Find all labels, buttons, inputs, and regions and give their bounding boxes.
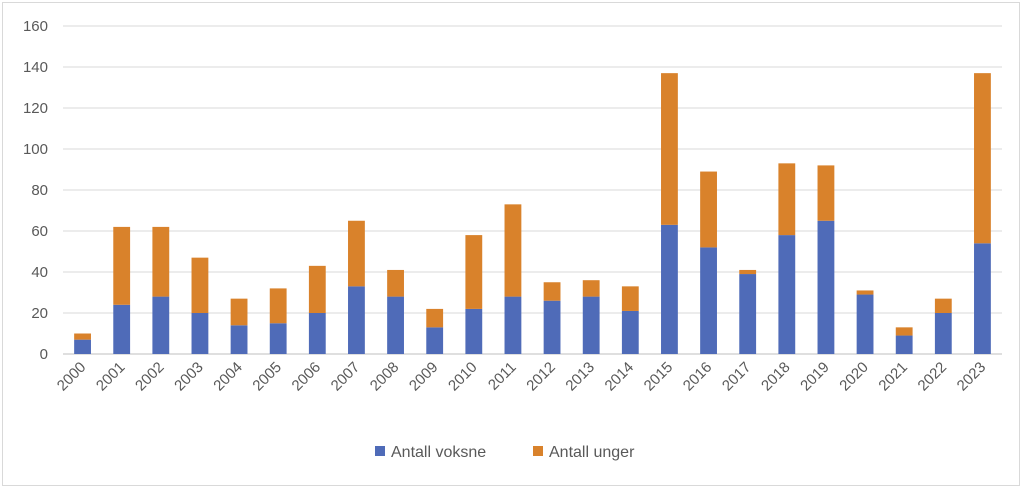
x-axis-ticks: 2000 2001 2002 2003 2004 2005 2006 2007 2008 2009…	[54, 359, 989, 395]
bar-2002-voksne	[152, 296, 170, 354]
y-tick-label-100: 100	[23, 141, 48, 158]
x-tick-label-2013: 2013	[562, 359, 598, 395]
bar-2020-unger	[856, 290, 874, 295]
x-tick-label-2001: 2001	[93, 359, 129, 395]
x-tick-label-2023: 2023	[954, 359, 990, 395]
legend-swatch-antall-voksne	[375, 446, 385, 456]
x-tick-label-2016: 2016	[680, 359, 716, 395]
bar-2009-voksne	[426, 327, 444, 354]
bar-2018-unger	[778, 163, 796, 236]
y-tick-label-140: 140	[23, 59, 48, 76]
x-tick-label-2000: 2000	[54, 359, 90, 395]
bar-2014-unger	[621, 286, 639, 311]
bar-2022-voksne	[934, 313, 952, 354]
bar-2007-unger	[348, 220, 365, 287]
legend-label-antall-unger: Antall unger	[549, 444, 635, 461]
legend-label-antall-voksne: Antall voksne	[391, 444, 486, 461]
bar-2019-unger	[817, 165, 835, 221]
bar-2011-voksne	[504, 296, 522, 354]
bar-2006-voksne	[308, 313, 326, 354]
bar-2009-unger	[426, 308, 444, 328]
legend: Antall voksne Antall unger	[375, 444, 635, 461]
x-tick-label-2018: 2018	[758, 359, 794, 395]
x-tick-label-2014: 2014	[602, 359, 638, 395]
bar-2013-unger	[582, 280, 600, 297]
bar-2010-voksne	[465, 308, 483, 354]
bar-2001-unger	[113, 226, 131, 305]
x-tick-label-2020: 2020	[836, 359, 872, 395]
bar-2007-voksne	[348, 286, 365, 354]
bar-2018-voksne	[778, 235, 796, 354]
bar-2004-unger	[230, 298, 248, 326]
bar-2003-unger	[191, 257, 209, 313]
y-tick-label-0: 0	[40, 346, 48, 363]
y-tick-label-160: 160	[23, 18, 48, 35]
y-tick-label-40: 40	[31, 264, 48, 281]
bar-2016-voksne	[700, 247, 717, 354]
x-tick-label-2012: 2012	[523, 359, 559, 395]
bar-2004-voksne	[230, 325, 248, 354]
x-tick-label-2009: 2009	[406, 359, 442, 395]
bar-2013-voksne	[582, 296, 600, 354]
x-tick-label-2021: 2021	[875, 359, 911, 395]
x-tick-label-2007: 2007	[328, 359, 364, 395]
bar-2006-unger	[308, 265, 326, 313]
x-tick-label-2011: 2011	[485, 359, 520, 394]
bar-2015-unger	[661, 73, 678, 225]
bar-2000-unger	[74, 333, 91, 340]
bar-2008-voksne	[387, 296, 404, 354]
bar-2019-voksne	[817, 220, 835, 354]
bar-2017-voksne	[739, 274, 757, 354]
bar-2015-voksne	[661, 224, 678, 354]
bar-2020-voksne	[856, 294, 874, 354]
x-tick-label-2022: 2022	[915, 359, 951, 395]
bar-2012-voksne	[543, 300, 561, 354]
bar-2010-unger	[465, 235, 483, 309]
x-tick-label-2015: 2015	[641, 359, 677, 395]
bar-2014-voksne	[621, 310, 639, 354]
x-tick-label-2004: 2004	[210, 359, 246, 395]
x-tick-label-2008: 2008	[367, 359, 403, 395]
bar-2005-voksne	[269, 323, 287, 354]
x-tick-label-2019: 2019	[797, 359, 833, 395]
bar-2000-voksne	[74, 339, 91, 354]
y-axis-ticks: 0 20 40 60 80 100 120 140 160	[23, 18, 48, 363]
bar-2012-unger	[543, 282, 561, 301]
bar-2021-unger	[895, 327, 913, 336]
bar-2023-voksne	[974, 243, 991, 354]
y-tick-label-60: 60	[31, 223, 48, 240]
bar-2005-unger	[269, 288, 287, 324]
bar-2003-voksne	[191, 313, 209, 354]
bar-2017-unger	[739, 269, 757, 275]
bar-2008-unger	[387, 269, 404, 297]
bar-2011-unger	[504, 204, 522, 297]
bars	[74, 73, 991, 354]
bar-2001-voksne	[113, 304, 131, 354]
x-tick-label-2017: 2017	[719, 359, 755, 395]
x-tick-label-2005: 2005	[249, 359, 285, 395]
x-tick-label-2002: 2002	[132, 359, 168, 395]
bar-2002-unger	[152, 226, 170, 297]
x-tick-label-2010: 2010	[445, 359, 481, 395]
y-tick-label-80: 80	[31, 182, 48, 199]
bar-2022-unger	[934, 298, 952, 313]
gridlines	[63, 25, 1002, 355]
x-tick-label-2003: 2003	[171, 359, 207, 395]
bar-2023-unger	[974, 73, 991, 244]
bar-2016-unger	[700, 171, 717, 248]
legend-swatch-antall-unger	[533, 446, 543, 456]
bar-2021-voksne	[895, 335, 913, 354]
y-tick-label-120: 120	[23, 100, 48, 117]
y-tick-label-20: 20	[31, 305, 48, 322]
x-tick-label-2006: 2006	[289, 359, 325, 395]
